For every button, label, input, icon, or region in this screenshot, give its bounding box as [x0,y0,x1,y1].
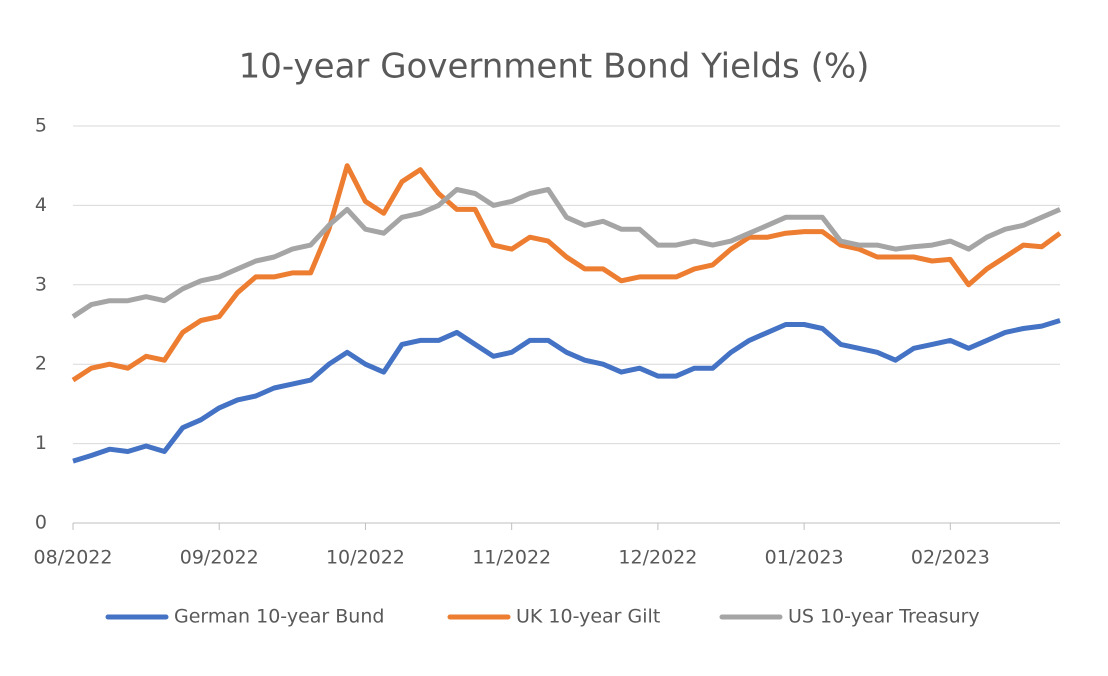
y-tick-label: 1 [35,432,47,454]
x-tick-label: 10/2022 [326,547,405,569]
series-line [72,318,1061,464]
y-tick-label: 5 [35,115,47,137]
x-tick-label: 02/2023 [911,547,990,569]
x-tick-label: 12/2022 [618,547,697,569]
legend-label: UK 10-year Gilt [516,606,660,628]
chart-title: 10-year Government Bond Yields (%) [239,47,870,87]
y-tick-label: 4 [35,194,47,216]
x-tick-label: 11/2022 [472,547,551,569]
x-tick-label: 01/2023 [765,547,844,569]
y-tick-label: 3 [35,273,47,295]
legend-label: German 10-year Bund [174,606,384,628]
series-line [71,163,1062,383]
y-tick-label: 2 [35,353,47,375]
legend-label: US 10-year Treasury [788,606,980,628]
x-tick-label: 09/2022 [180,547,259,569]
series-line [71,187,1061,319]
x-tick-label: 08/2022 [34,547,113,569]
y-tick-label: 0 [35,512,47,534]
